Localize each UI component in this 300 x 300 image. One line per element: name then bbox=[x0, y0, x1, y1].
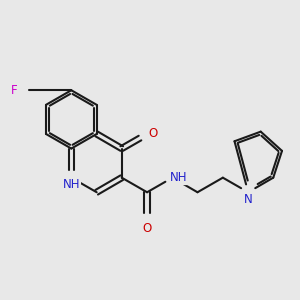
Text: N: N bbox=[244, 193, 253, 206]
Text: O: O bbox=[149, 128, 158, 140]
Text: F: F bbox=[11, 84, 18, 97]
Text: O: O bbox=[142, 222, 152, 235]
Text: NH: NH bbox=[170, 171, 188, 184]
Text: NH: NH bbox=[63, 178, 80, 191]
